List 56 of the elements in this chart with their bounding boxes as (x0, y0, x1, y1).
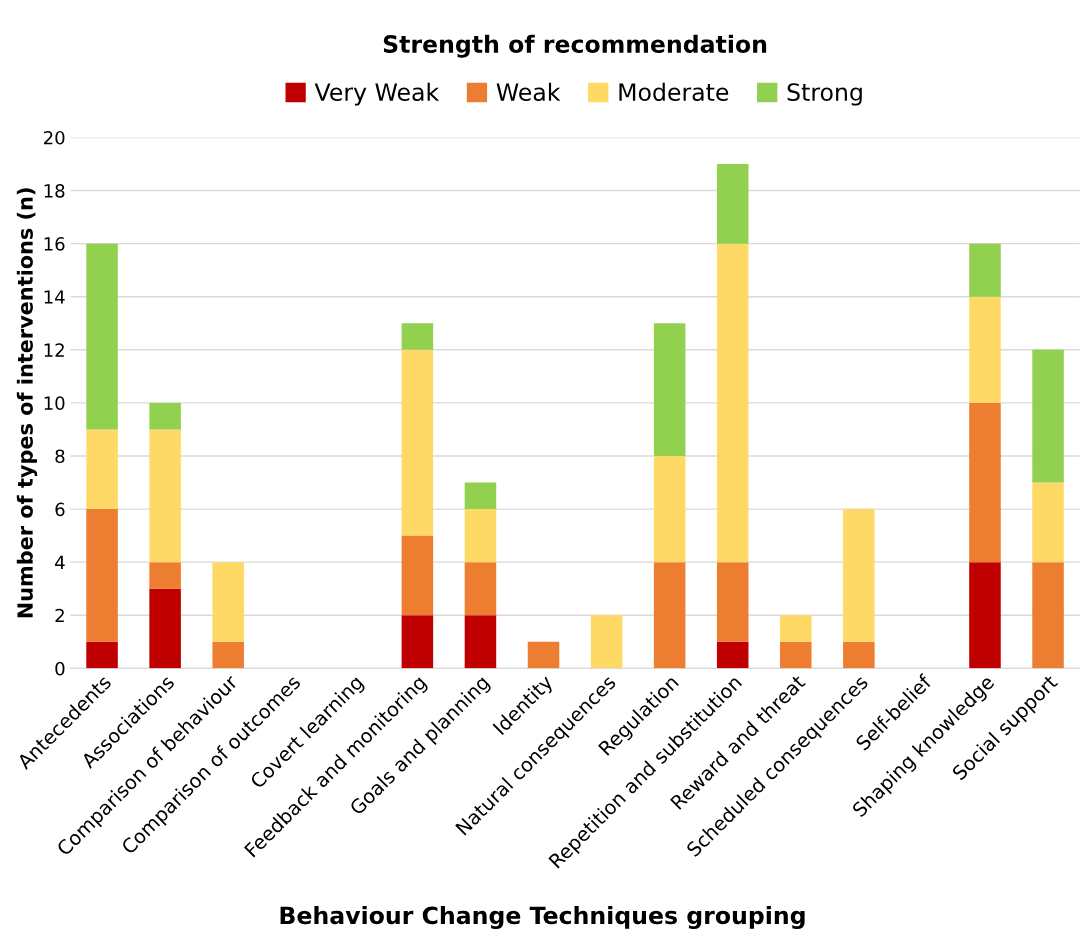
bar (401, 535, 434, 616)
y-tick-label: 0 (55, 661, 65, 676)
bar (969, 243, 1001, 297)
bar (653, 323, 686, 456)
bar (653, 455, 686, 563)
bar (780, 615, 812, 642)
bar (716, 562, 749, 642)
bar (464, 615, 497, 669)
x-axis-title: Behaviour Change Techniques grouping (280, 906, 805, 930)
bar (149, 402, 181, 430)
y-axis-title: Number of types of interventions (n) (16, 188, 38, 618)
y-tick-label: 20 (44, 130, 65, 145)
bar (969, 296, 1001, 403)
bar (1032, 482, 1064, 563)
legend-label: Very Weak (314, 82, 440, 106)
bar (86, 509, 118, 642)
bar (401, 323, 434, 350)
bar (780, 641, 812, 669)
bar (464, 509, 497, 563)
bar (716, 164, 749, 244)
y-tick-label: 12 (44, 343, 64, 357)
y-tick-label: 18 (44, 184, 65, 198)
bar (149, 588, 181, 669)
bar (843, 509, 875, 642)
bar (464, 562, 497, 616)
y-tick-label: 10 (44, 396, 65, 411)
bar (401, 349, 434, 536)
bar (653, 562, 686, 669)
legend-label: Strong (787, 83, 862, 106)
bar (464, 482, 497, 510)
y-tick-label: 14 (44, 290, 65, 304)
bar (527, 641, 560, 669)
bar (1032, 349, 1064, 483)
bar (149, 429, 181, 563)
y-tick-label: 4 (55, 555, 65, 570)
bar (212, 562, 244, 642)
y-tick-label: 2 (55, 608, 64, 623)
bar (86, 429, 118, 510)
legend-label: Moderate (619, 82, 729, 102)
bar (86, 243, 118, 430)
bar (590, 615, 623, 669)
y-tick-label: 6 (55, 502, 65, 517)
legend-title: Strength of recommendation (383, 34, 767, 58)
bar (716, 641, 749, 669)
y-tick-label: 16 (44, 237, 65, 251)
bar (969, 402, 1001, 563)
bar (149, 562, 181, 589)
bar (1032, 562, 1064, 669)
bar (401, 615, 434, 669)
bar (843, 641, 875, 669)
legend-label: Weak (496, 82, 561, 102)
y-tick-label: 8 (55, 449, 65, 464)
bar (86, 641, 118, 669)
bar (212, 641, 244, 669)
bar (969, 562, 1001, 669)
bar (716, 243, 749, 563)
